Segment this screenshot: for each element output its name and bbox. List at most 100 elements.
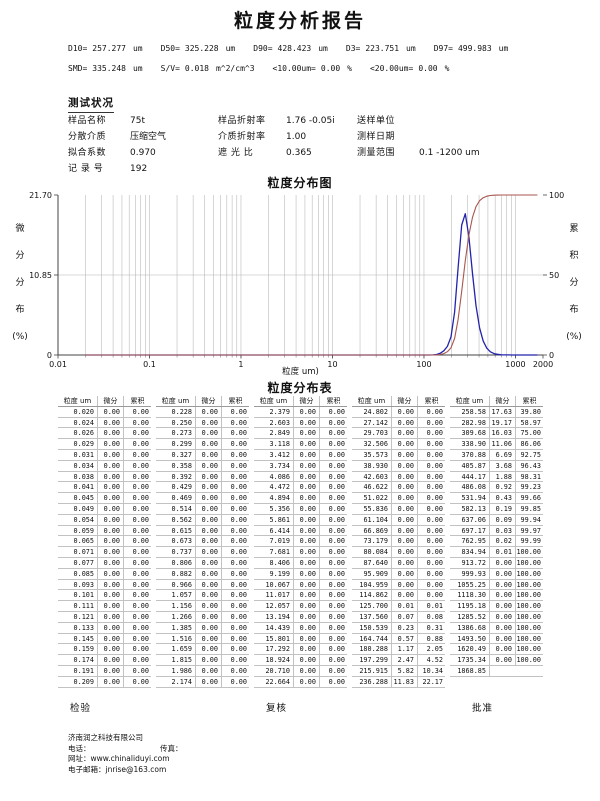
cell-size: 0.273 — [156, 428, 196, 439]
table-row: 1868.85 — [450, 665, 543, 677]
cell-diff: 0.00 — [392, 471, 418, 482]
table-title: 粒度分布表 — [267, 381, 333, 395]
cell-diff: 0.00 — [294, 428, 320, 439]
cell-size: 10.067 — [254, 579, 294, 590]
summary-item: S/V= 0.018 m^2/cm^3 — [161, 64, 255, 73]
column-header: 粒度 um — [352, 396, 392, 406]
table-row: 14.439 0.00 0.00 — [254, 622, 347, 634]
cell-size: 1493.50 — [450, 633, 490, 644]
cell-cum: 0.00 — [328, 569, 345, 578]
table-row: 1195.18 0.00 100.00 — [450, 601, 543, 612]
table-row: 42.603 0.00 0.00 — [352, 471, 445, 483]
summary-unit: um — [498, 44, 509, 53]
table-row: 0.737 0.00 0.00 — [156, 547, 249, 558]
summary-label: S/V= — [160, 64, 180, 73]
cell-cum: 0.00 — [132, 450, 149, 459]
cell-diff: 0.00 — [392, 417, 418, 428]
cell-cum: 100.00 — [516, 569, 541, 578]
cell-diff: 0.00 — [196, 525, 222, 536]
summary-value: 257.277 — [92, 44, 126, 53]
cell-size: 55.836 — [352, 503, 392, 514]
cell-size: 0.191 — [58, 665, 98, 676]
cell-cum: 0.00 — [328, 472, 345, 481]
cell-cum: 0.00 — [132, 429, 149, 438]
cell-cum: 0.00 — [230, 645, 247, 654]
cell-size: 1735.34 — [450, 655, 490, 665]
cell-cum: 0.00 — [328, 515, 345, 524]
cell-size: 14.439 — [254, 622, 294, 633]
cell-cum: 2.05 — [426, 645, 443, 654]
cell-diff: 0.00 — [392, 525, 418, 536]
table-row: 531.94 0.43 99.66 — [450, 493, 543, 504]
summary-line-2: SMD= 335.248 um S/V= 0.018 m^2/cm^3 <10.00um= 0… — [68, 64, 467, 73]
table-row: 0.029 0.00 0.00 — [58, 439, 151, 450]
cell-size: 2.379 — [254, 406, 294, 417]
cell-diff: 0.00 — [294, 536, 320, 547]
summary-item: SMD= 335.248 um — [68, 64, 143, 73]
column-header: 微分 — [392, 396, 418, 406]
cell-cum: 98.31 — [520, 472, 541, 481]
table-row: 0.250 0.00 0.00 — [156, 417, 249, 429]
cell-cum: 0.00 — [132, 418, 149, 427]
cell-size: 5.861 — [254, 514, 294, 525]
cell-size: 11.017 — [254, 590, 294, 601]
cell-size: 0.041 — [58, 482, 98, 493]
table-row: 35.573 0.00 0.00 — [352, 449, 445, 461]
cell-size: 0.111 — [58, 601, 98, 611]
cell-diff: 0.00 — [294, 503, 320, 514]
table-row: 762.95 0.02 99.99 — [450, 536, 543, 548]
cell-cum: 0.00 — [426, 483, 443, 492]
table-row: 0.111 0.00 0.00 — [58, 601, 151, 612]
condition-label: 分散介质 — [68, 132, 107, 142]
cell-cum: 0.00 — [230, 429, 247, 438]
cell-cum: 0.00 — [328, 645, 345, 654]
cell-cum: 0.00 — [426, 526, 443, 535]
cell-size: 0.250 — [156, 417, 196, 428]
table-row: 4.894 0.00 0.00 — [254, 493, 347, 504]
x-tick-label: 1 — [238, 360, 243, 369]
cell-diff: 0.00 — [294, 449, 320, 460]
signature-review-label: 复核 — [266, 703, 288, 714]
table-row: 3.734 0.00 0.00 — [254, 460, 347, 472]
cell-size: 87.640 — [352, 557, 392, 568]
cell-size: 1.986 — [156, 665, 196, 676]
fax-label: 传真： — [160, 743, 183, 753]
email-value: jnrise@163.com — [105, 764, 167, 774]
table-row: 1.516 0.00 0.00 — [156, 633, 249, 645]
cell-cum: 0.00 — [426, 494, 443, 503]
cell-cum: 0.00 — [230, 537, 247, 546]
cell-diff: 1.17 — [392, 644, 418, 655]
cell-diff: 0.00 — [98, 439, 124, 449]
cell-cum: 0.00 — [328, 440, 345, 449]
cell-size: 2.174 — [156, 676, 196, 687]
cell-size: 0.358 — [156, 460, 196, 471]
cell-cum: 0.00 — [230, 656, 247, 665]
cell-size: 0.049 — [58, 503, 98, 514]
company-phone-fax-line: 电话： 传真： — [68, 744, 183, 755]
cell-cum: 0.00 — [132, 494, 149, 503]
cell-diff: 1.88 — [490, 471, 516, 482]
cell-diff: 0.00 — [294, 493, 320, 503]
summary-label: D10= — [68, 44, 88, 53]
cell-size: 1195.18 — [450, 601, 490, 611]
cell-cum: 99.85 — [520, 504, 541, 513]
summary-label: D3= — [345, 44, 361, 53]
x-tick-label: 0.01 — [49, 360, 67, 369]
cell-diff: 0.00 — [490, 601, 516, 611]
cell-cum: 99.66 — [520, 494, 541, 503]
table-row: 2.849 0.00 0.00 — [254, 428, 347, 440]
condition-value: 1.76 -0.05i — [286, 116, 335, 126]
cell-cum: 75.00 — [520, 429, 541, 438]
cell-cum: 0.00 — [230, 569, 247, 578]
signature-inspect-label: 检验 — [70, 703, 92, 714]
cell-size: 15.801 — [254, 633, 294, 644]
cell-diff: 0.00 — [392, 568, 418, 579]
condition-label: 测样日期 — [357, 132, 396, 142]
cell-diff: 0.00 — [196, 547, 222, 557]
right-axis-label-char: 分 — [569, 277, 578, 288]
column-header: 累积 — [424, 397, 439, 405]
summary-value: 335.248 — [92, 64, 126, 73]
cell-diff: 0.00 — [196, 439, 222, 449]
cell-size: 0.228 — [156, 406, 196, 417]
cell-size: 0.673 — [156, 536, 196, 547]
